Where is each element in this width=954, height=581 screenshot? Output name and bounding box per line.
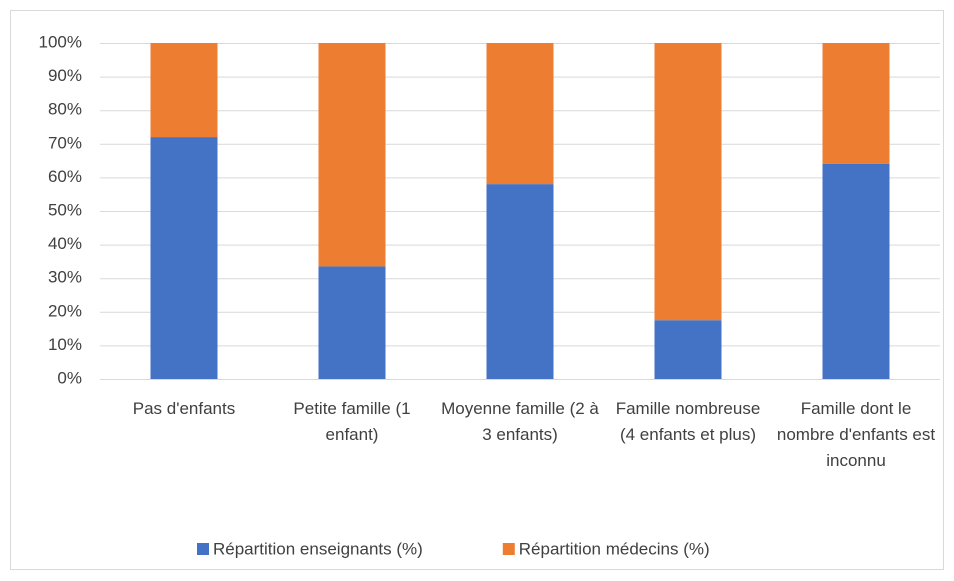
bar-segment [486, 43, 554, 185]
y-tick-label: 30% [48, 268, 82, 287]
bar-segment [654, 43, 722, 321]
y-tick-label: 90% [48, 66, 82, 85]
bar-segment [150, 43, 218, 138]
bar-segment [486, 184, 554, 379]
y-tick-label: 50% [48, 200, 82, 219]
bar-segment [654, 320, 722, 379]
x-tick-label: Pas d'enfants [133, 399, 235, 418]
y-tick-label: 40% [48, 234, 82, 253]
legend-label: Répartition médecins (%) [519, 539, 710, 558]
bar-segment [150, 137, 218, 379]
y-tick-label: 0% [57, 368, 82, 387]
legend-label: Répartition enseignants (%) [213, 539, 423, 558]
bar-segment [318, 43, 386, 267]
chart-frame [10, 10, 944, 570]
y-tick-label: 70% [48, 133, 82, 152]
x-tick-label: Famille dont le nombre d'enfants est incon… [777, 399, 936, 470]
bar-segment [822, 163, 890, 379]
legend-swatch [502, 543, 515, 555]
bar-segment [318, 266, 386, 379]
y-tick-label: 20% [48, 301, 82, 320]
bar-segment [822, 43, 890, 164]
x-tick-label: Petite famille (1 enfant) [293, 399, 410, 444]
y-tick-label: 60% [48, 167, 82, 186]
y-tick-label: 100% [39, 32, 82, 51]
y-tick-label: 80% [48, 100, 82, 119]
legend-swatch [197, 543, 209, 555]
y-tick-label: 10% [48, 335, 82, 354]
x-tick-label: Famille nombreuse (4 enfants et plus) [616, 399, 761, 444]
